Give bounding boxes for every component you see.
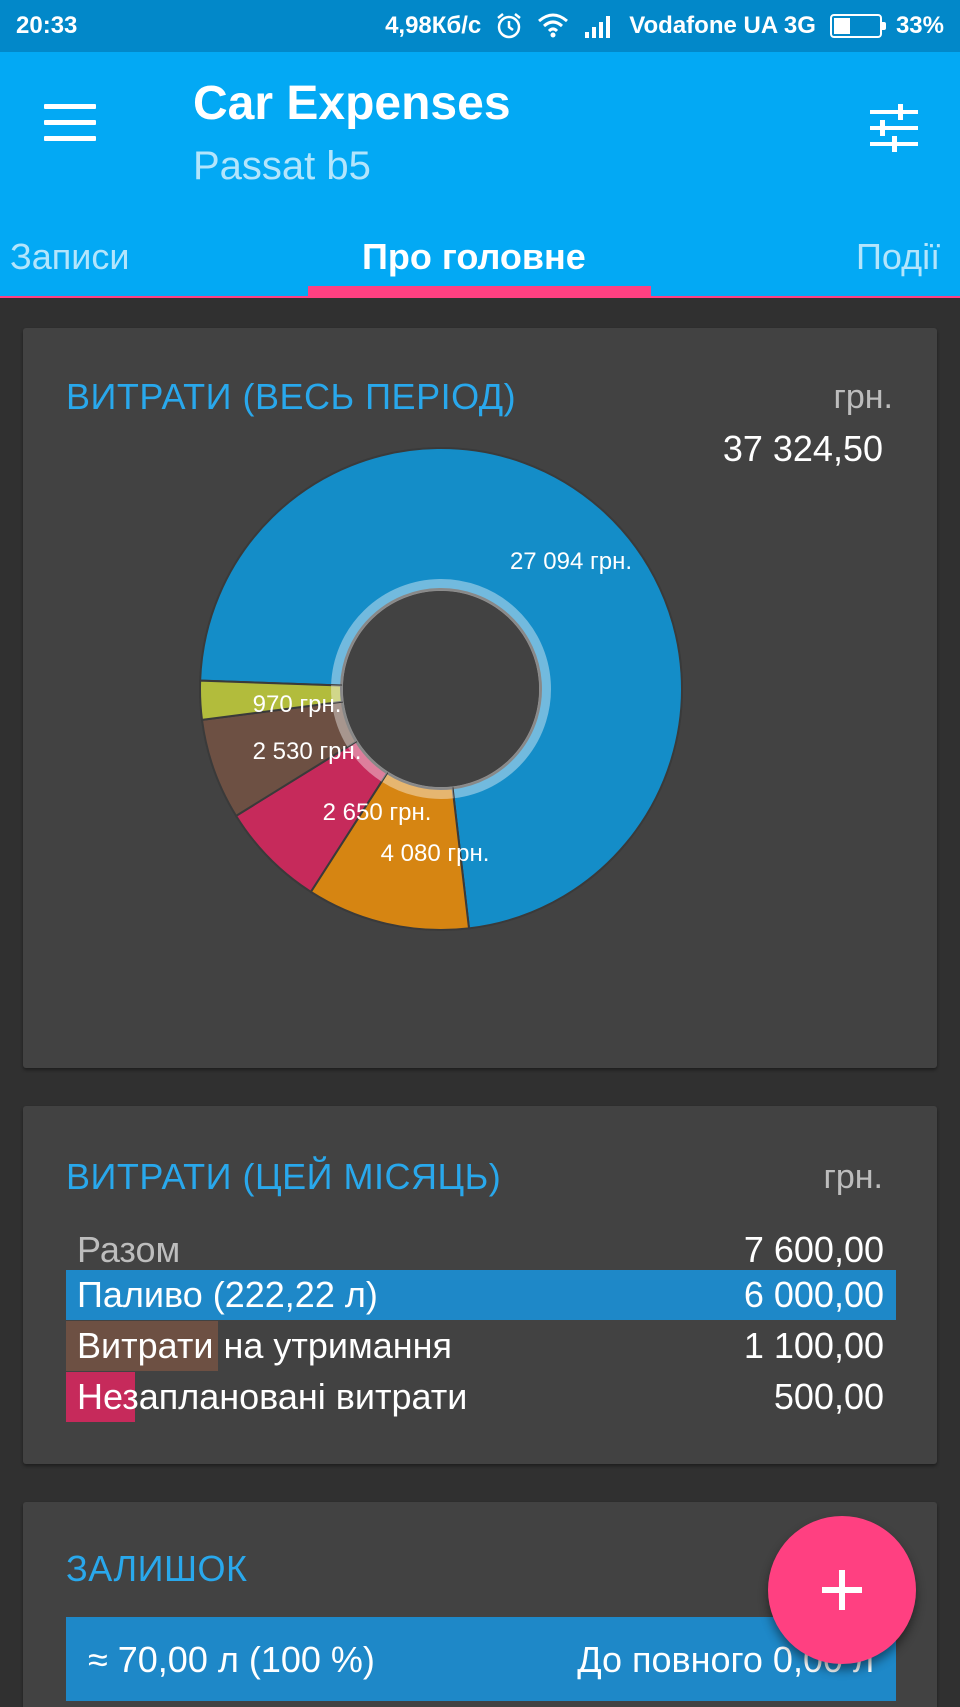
tab-bar: Записи Про головне Події <box>0 230 960 298</box>
tab-indicator <box>308 286 651 298</box>
currency-unit: грн. <box>833 378 893 416</box>
row-value: 1 100,00 <box>743 1325 884 1366</box>
row-fuel[interactable]: Паливо (222,22 л) 6 000,00 <box>66 1270 896 1320</box>
slice-label: 2 530 грн. <box>253 738 362 765</box>
app-bar: Car Expenses Passat b5 Записи Про головн… <box>0 52 960 298</box>
network-speed: 4,98Кб/с <box>385 12 482 39</box>
pie-slice-highlight <box>331 579 551 799</box>
add-record-button[interactable] <box>768 1516 916 1664</box>
fuel-balance-bar[interactable]: ≈ 70,00 л (100 %) До повного 0,00 л <box>66 1617 896 1701</box>
expenses-chart[interactable]: 27 094 грн. 4 080 грн. 2 650 грн. 2 530 грн… <box>23 328 937 1068</box>
app-title: Car Expenses <box>193 77 511 130</box>
app-bar-divider <box>0 296 960 298</box>
currency-unit: грн. <box>823 1158 883 1196</box>
card-title: ВИТРАТИ (ЦЕЙ МІСЯЦЬ) <box>66 1156 502 1197</box>
card-title: ЗАЛИШОК <box>66 1548 248 1589</box>
carrier-name: Vodafone UA 3G <box>629 12 816 39</box>
pie-slice-highlight <box>381 771 454 799</box>
status-time: 20:33 <box>16 12 78 39</box>
row-label: Разом <box>77 1229 181 1270</box>
donut-hole <box>343 591 539 787</box>
slice-label: 27 094 грн. <box>510 548 632 575</box>
filter-settings-icon[interactable] <box>868 104 920 152</box>
row-bar <box>66 1270 896 1320</box>
menu-icon[interactable] <box>44 104 104 152</box>
wifi-icon <box>537 13 569 39</box>
row-label: Витрати на утримання <box>77 1325 453 1366</box>
total-value: 37 324,50 <box>722 428 883 469</box>
alarm-icon <box>495 12 523 40</box>
row-label: Незаплановані витрати <box>77 1376 468 1417</box>
battery-fill <box>833 18 850 34</box>
tab-records[interactable]: Записи <box>10 236 130 277</box>
slice-label: 4 080 грн. <box>381 840 490 867</box>
pie-slice-highlight <box>331 685 344 704</box>
row-value: 6 000,00 <box>743 1274 884 1315</box>
row-unplanned[interactable]: Незаплановані витрати 500,00 <box>66 1372 896 1422</box>
card-title: ВИТРАТИ (ВЕСЬ ПЕРІОД) <box>66 376 517 417</box>
plus-icon <box>822 1570 862 1610</box>
row-label: Паливо (222,22 л) <box>77 1274 378 1315</box>
pie-slice[interactable] <box>199 447 683 930</box>
pie-slice[interactable] <box>199 679 343 721</box>
row-total[interactable]: Разом 7 600,00 <box>66 1225 896 1275</box>
row-bar <box>66 1372 136 1422</box>
battery-percent: 33% <box>895 12 944 39</box>
tab-overview[interactable]: Про головне <box>362 236 586 277</box>
pie-slice-highlight <box>347 740 389 782</box>
row-maintenance[interactable]: Витрати на утримання 1 100,00 <box>66 1321 896 1371</box>
expenses-all-card: ВИТРАТИ (ВЕСЬ ПЕРІОД) грн. 37 324,50 27 … <box>23 328 937 1068</box>
slice-label: 970 грн. <box>253 691 342 718</box>
row-value: 7 600,00 <box>743 1229 884 1270</box>
expenses-month-card: ВИТРАТИ (ЦЕЙ МІСЯЦЬ) грн. Разом 7 600,00… <box>23 1106 937 1464</box>
slice-label: 2 650 грн. <box>323 799 432 826</box>
car-name[interactable]: Passat b5 <box>193 144 371 188</box>
tab-events[interactable]: Події <box>856 236 941 277</box>
row-value: 500,00 <box>773 1376 884 1417</box>
status-bar: 20:33 4,98Кб/с Vodafone UA 3G 33% <box>0 0 960 52</box>
signal-icon <box>583 14 615 38</box>
row-bar <box>66 1321 219 1371</box>
pie-slice-highlight <box>331 701 358 747</box>
fuel-remaining: ≈ 70,00 л (100 %) <box>88 1639 375 1680</box>
balance-card: ЗАЛИШОК ≈ 70,00 л (100 %) До повного 0,0… <box>23 1502 937 1707</box>
battery-icon <box>829 14 886 38</box>
status-right: 4,98Кб/с Vodafone UA 3G 33% <box>385 12 944 40</box>
